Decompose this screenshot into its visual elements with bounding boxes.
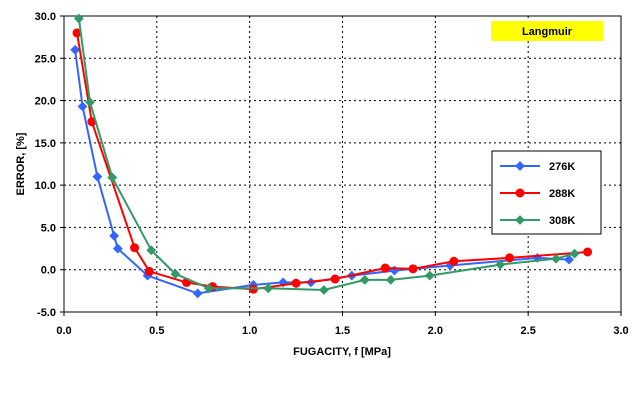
- x-tick-label: 2.5: [521, 325, 536, 337]
- y-tick-label: -5.0: [37, 307, 56, 319]
- data-point: [130, 243, 140, 253]
- grid-lines: [60, 15, 622, 316]
- legend-label: 308K: [549, 215, 575, 227]
- data-point: [144, 266, 154, 276]
- legend-label: 276K: [549, 161, 575, 173]
- data-point: [424, 270, 435, 281]
- x-axis-label: FUGACITY, f [MPa]: [293, 346, 391, 358]
- legend-item: 308K: [500, 215, 575, 227]
- annotation-background: [491, 21, 603, 41]
- annotation-text: Langmuir: [522, 26, 573, 38]
- x-tick-label: 0.5: [149, 325, 164, 337]
- data-point: [449, 256, 459, 266]
- legend-marker: [515, 161, 525, 171]
- legend-marker: [515, 188, 525, 198]
- y-tick-label: 0.0: [41, 265, 56, 277]
- series-line: [77, 18, 575, 292]
- data-point: [70, 44, 81, 55]
- legend-item: 276K: [500, 161, 575, 173]
- data-point: [551, 253, 561, 264]
- x-tick-label: 1.5: [335, 325, 350, 337]
- y-axis-label: ERROR, [%]: [15, 132, 27, 195]
- data-point: [359, 274, 370, 285]
- y-tick-label: 25.0: [35, 53, 56, 65]
- data-point: [92, 171, 103, 182]
- series-line: [76, 32, 588, 291]
- y-tick-label: 15.0: [35, 138, 56, 150]
- data-point: [385, 274, 396, 285]
- y-tick-label: 20.0: [35, 96, 56, 108]
- data-point: [330, 274, 340, 284]
- data-point: [319, 285, 329, 295]
- y-tick-label: 5.0: [41, 222, 56, 234]
- legend-item: 288K: [500, 188, 575, 200]
- data-point: [408, 264, 418, 274]
- data-point: [73, 13, 84, 24]
- data-point: [203, 283, 214, 294]
- data-point: [569, 248, 580, 259]
- data-point: [146, 245, 157, 256]
- x-tick-label: 0.0: [56, 325, 71, 337]
- x-tick-label: 3.0: [613, 325, 628, 337]
- legend-label: 288K: [549, 188, 575, 200]
- series-308K: [73, 13, 580, 295]
- series-layer: [70, 13, 593, 299]
- data-point: [112, 243, 123, 254]
- data-point: [495, 259, 506, 270]
- data-point: [291, 278, 301, 288]
- x-tick-label: 2.0: [428, 325, 443, 337]
- x-tick-label: 1.0: [242, 325, 257, 337]
- y-tick-label: 30.0: [35, 11, 56, 23]
- data-point: [109, 230, 120, 241]
- data-point: [170, 269, 181, 279]
- data-point: [564, 254, 574, 265]
- data-point: [505, 253, 515, 263]
- data-point: [192, 288, 203, 299]
- legend-marker: [515, 215, 525, 225]
- data-point: [380, 263, 390, 273]
- legend: 276K 288K 308K: [491, 150, 602, 235]
- data-point: [107, 172, 118, 183]
- data-point: [77, 101, 88, 112]
- data-point: [85, 97, 95, 108]
- y-tick-label: 10.0: [35, 180, 56, 192]
- annotation-box: Langmuir: [491, 21, 603, 41]
- data-point: [583, 247, 593, 257]
- data-point: [263, 283, 274, 294]
- tick-labels: 0.0 0.5 1.0 1.5 2.0 2.5 3.0-5.00.05.010.015.02…: [35, 11, 629, 337]
